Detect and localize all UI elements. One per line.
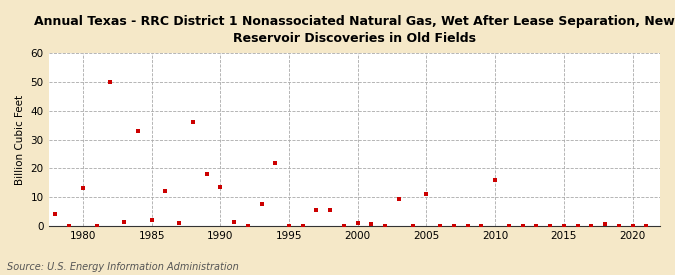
Title: Annual Texas - RRC District 1 Nonassociated Natural Gas, Wet After Lease Separat: Annual Texas - RRC District 1 Nonassocia…: [34, 15, 674, 45]
Point: [641, 224, 651, 228]
Point: [105, 80, 116, 84]
Point: [599, 222, 610, 227]
Text: Source: U.S. Energy Information Administration: Source: U.S. Energy Information Administ…: [7, 262, 238, 272]
Point: [407, 224, 418, 228]
Point: [284, 224, 294, 228]
Point: [558, 224, 569, 228]
Point: [380, 224, 391, 228]
Point: [146, 218, 157, 222]
Point: [339, 224, 350, 228]
Point: [325, 208, 335, 212]
Point: [270, 160, 281, 165]
Point: [160, 189, 171, 194]
Point: [517, 224, 528, 228]
Point: [256, 202, 267, 207]
Y-axis label: Billion Cubic Feet: Billion Cubic Feet: [15, 94, 25, 185]
Point: [298, 224, 308, 228]
Point: [173, 221, 184, 225]
Point: [531, 224, 542, 228]
Point: [572, 224, 583, 228]
Point: [586, 224, 597, 228]
Point: [63, 224, 74, 228]
Point: [119, 219, 130, 224]
Point: [421, 192, 432, 196]
Point: [201, 172, 212, 176]
Point: [476, 224, 487, 228]
Point: [242, 224, 253, 228]
Point: [614, 224, 624, 228]
Point: [132, 129, 143, 133]
Point: [435, 224, 446, 228]
Point: [627, 224, 638, 228]
Point: [50, 212, 61, 217]
Point: [448, 224, 459, 228]
Point: [504, 224, 514, 228]
Point: [188, 120, 198, 124]
Point: [352, 221, 363, 225]
Point: [462, 224, 473, 228]
Point: [229, 219, 240, 224]
Point: [489, 178, 500, 182]
Point: [311, 208, 322, 212]
Point: [545, 224, 556, 228]
Point: [366, 222, 377, 227]
Point: [91, 224, 102, 228]
Point: [394, 196, 404, 201]
Point: [215, 185, 225, 189]
Point: [78, 186, 88, 191]
